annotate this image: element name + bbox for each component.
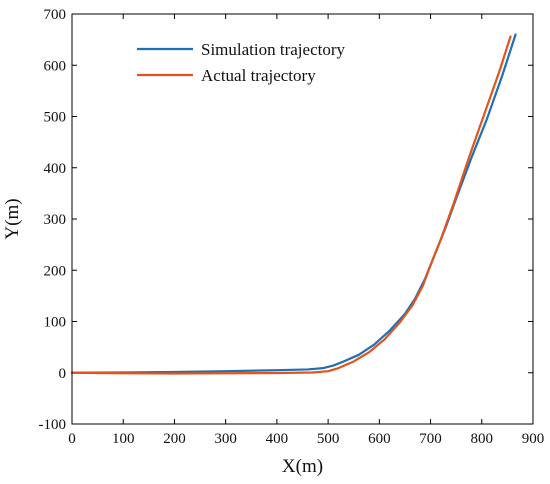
- y-tick-label: 100: [44, 315, 67, 331]
- x-tick-label: 300: [214, 431, 237, 447]
- x-axis-label: X(m): [282, 456, 323, 477]
- y-tick-label: 400: [44, 161, 67, 177]
- series-line: [70, 33, 517, 374]
- legend: Simulation trajectory Actual trajectory: [137, 40, 345, 85]
- y-tick-label: 300: [44, 212, 67, 228]
- legend-label: Simulation trajectory: [201, 40, 345, 59]
- x-tick-label: 600: [368, 431, 391, 447]
- y-tick-label: -100: [39, 417, 67, 433]
- ticks-layer: 0 100 200 300 400 500 600 700 800 900-10001002003…: [39, 7, 545, 447]
- x-tick-label: 100: [112, 431, 135, 447]
- plot-frame: [71, 13, 534, 425]
- y-tick-label: 600: [44, 58, 67, 74]
- y-axis-label: Y(m): [2, 198, 23, 239]
- y-tick-label: 500: [44, 110, 67, 126]
- x-tick-label: 0: [68, 431, 76, 447]
- x-tick-label: 800: [471, 431, 494, 447]
- x-tick-label: 900: [522, 431, 545, 447]
- y-tick-label: 0: [59, 366, 67, 382]
- y-tick-label: 200: [44, 263, 67, 279]
- legend-label: Actual trajectory: [201, 66, 316, 85]
- series-line: [70, 35, 512, 375]
- x-tick-label: 200: [163, 431, 186, 447]
- series-layer: [70, 33, 517, 375]
- x-tick-label: 700: [419, 431, 442, 447]
- x-tick-label: 500: [317, 431, 340, 447]
- y-tick-label: 700: [44, 7, 67, 23]
- x-tick-label: 400: [266, 431, 289, 447]
